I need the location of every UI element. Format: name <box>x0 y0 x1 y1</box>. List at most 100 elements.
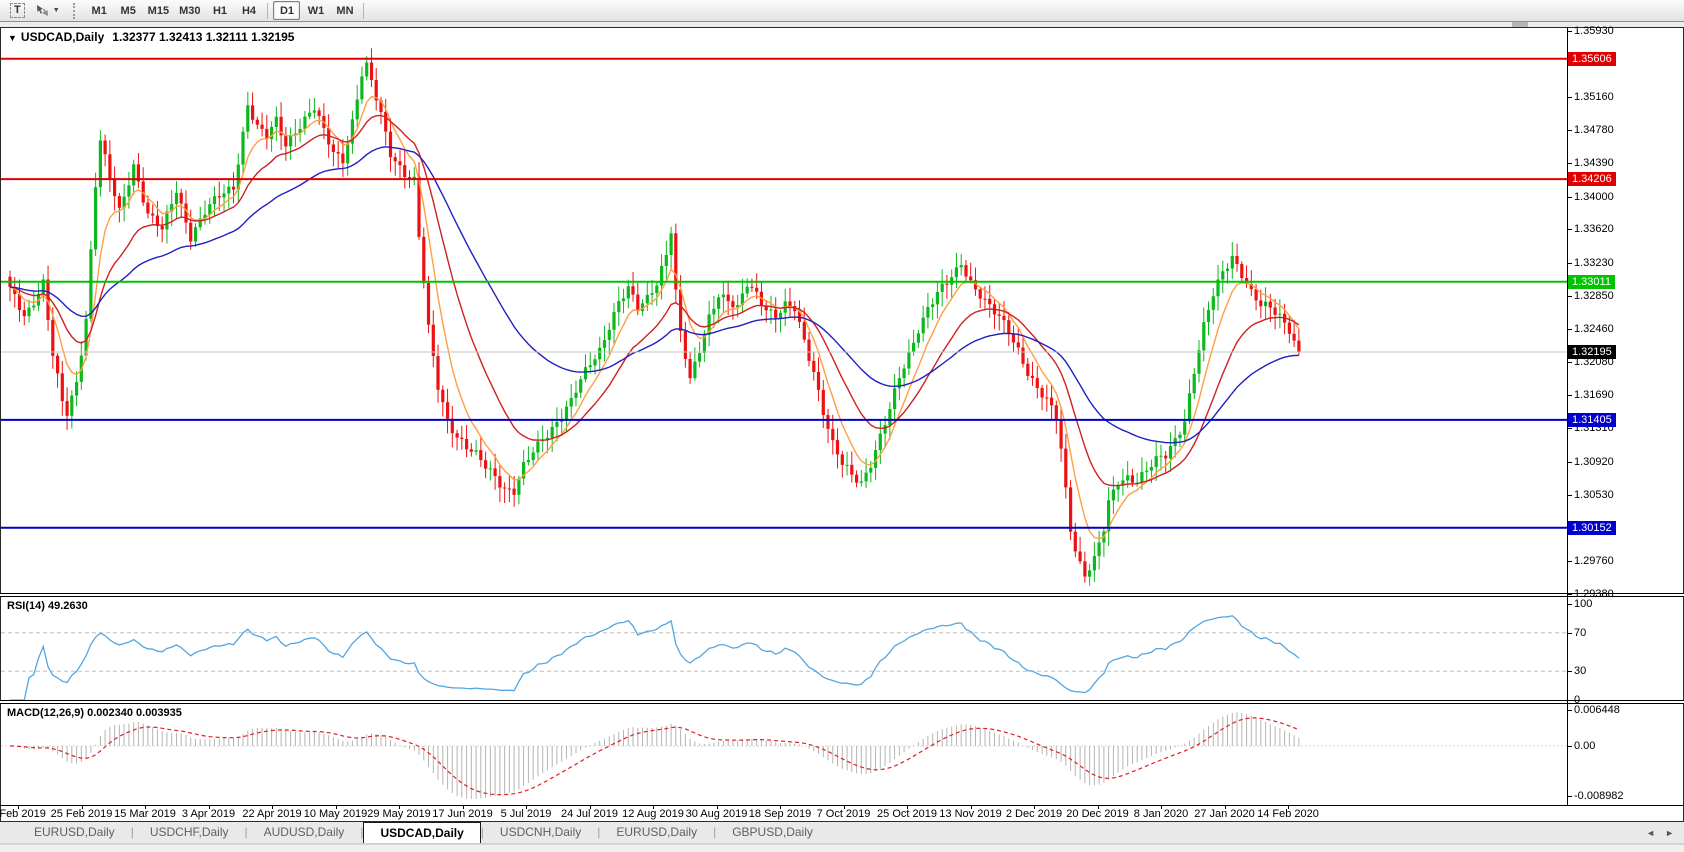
timeframe-w1[interactable]: W1 <box>307 5 325 17</box>
date-axis-tick-mark <box>81 806 83 809</box>
price-axis-tick: 1.30920 <box>1574 455 1614 468</box>
date-axis-label: 3 Apr 2019 <box>181 808 236 820</box>
price-axis-border <box>1567 27 1568 806</box>
chart-tab-gbpusd-6[interactable]: GBPUSD,Daily <box>732 825 813 839</box>
panel-separator[interactable] <box>0 700 1684 704</box>
date-axis-line <box>0 805 1684 806</box>
date-axis-tick-mark <box>18 806 19 809</box>
price-axis-tick-mark <box>1567 561 1572 563</box>
date-axis-label: 29 May 2019 <box>367 808 431 820</box>
price-axis-tick-mark <box>1567 229 1572 231</box>
tab-scroll-buttons: ◄ ► <box>1646 822 1674 844</box>
date-axis-tick-mark <box>589 806 591 809</box>
price-level-tag: 1.30152 <box>1568 520 1616 535</box>
date-axis-tick-mark <box>272 806 273 809</box>
timeframe-m15[interactable]: M15 <box>147 5 170 17</box>
date-axis-tick-mark <box>145 806 146 809</box>
macd-axis-tick-mark <box>1567 795 1572 797</box>
rsi-axis-tick: 70 <box>1574 626 1587 639</box>
date-axis-tick-mark <box>462 806 464 809</box>
rsi-axis-tick-mark <box>1567 671 1572 673</box>
macd-axis-tick-mark <box>1567 710 1572 712</box>
chart-menu-caret-icon[interactable]: ▼ <box>8 33 17 43</box>
rsi-panel-canvas[interactable] <box>1 597 1567 700</box>
text-tool-button[interactable]: T <box>5 1 30 20</box>
timeframe-m5[interactable]: M5 <box>120 5 136 17</box>
macd-axis-tick: -0.008982 <box>1574 789 1624 802</box>
price-axis-tick: 1.30530 <box>1574 489 1614 502</box>
chevron-down-icon: ▼ <box>52 7 60 14</box>
tab-separator: | <box>360 825 364 839</box>
status-strip <box>0 844 1684 852</box>
timeframe-d1[interactable]: D1 <box>273 1 301 20</box>
macd-label: MACD(12,26,9) 0.002340 0.003935 <box>7 707 182 719</box>
price-axis-tick-mark <box>1567 196 1572 198</box>
timeframe-mn[interactable]: MN <box>336 5 354 17</box>
price-axis-tick-mark <box>1567 30 1572 32</box>
macd-axis-tick-mark <box>1567 746 1572 747</box>
chart-tab-usdchf-1[interactable]: USDCHF,Daily <box>149 825 229 839</box>
date-axis-label: 18 Sep 2019 <box>748 808 812 820</box>
timeframe-h4[interactable]: H4 <box>241 5 257 17</box>
tab-scroll-left-icon[interactable]: ◄ <box>1646 828 1656 838</box>
panel-separator[interactable] <box>0 593 1684 597</box>
chart-symbol: USDCAD,Daily <box>20 30 105 44</box>
price-level-tag: 1.31405 <box>1568 412 1616 427</box>
hscrollbar-thumb[interactable] <box>1512 22 1528 27</box>
price-chart-canvas[interactable] <box>1 28 1567 593</box>
price-level-tag: 1.34206 <box>1568 172 1616 187</box>
chart-tab-eurusd-5[interactable]: EURUSD,Daily <box>616 825 698 839</box>
price-axis-tick: 1.32850 <box>1574 289 1614 302</box>
timeframe-h1[interactable]: H1 <box>212 5 228 17</box>
tab-separator: | <box>597 825 601 839</box>
date-axis-tick-mark <box>780 806 781 809</box>
arrows-tool-icon <box>36 4 48 16</box>
price-axis-tick-mark <box>1567 295 1572 297</box>
date-axis-label: 15 Mar 2019 <box>114 808 176 820</box>
tab-scroll-right-icon[interactable]: ► <box>1665 828 1674 838</box>
rsi-axis-tick-mark <box>1567 700 1572 701</box>
chart-tab-usdcad-3[interactable]: USDCAD,Daily <box>363 822 481 843</box>
rsi-axis-tick: 30 <box>1574 665 1587 678</box>
chart-title: ▼ USDCAD,Daily 1.32377 1.32413 1.32111 1.3… <box>8 30 294 44</box>
date-axis-label: 6 Feb 2019 <box>0 808 46 820</box>
timeframe-group: M1 M5 M15 M30 H1 H4 D1 W1 MN <box>85 1 369 20</box>
price-axis-tick: 1.31690 <box>1574 389 1614 402</box>
date-axis-label: 8 Jan 2020 <box>1133 808 1189 820</box>
date-axis-tick-mark <box>399 806 400 809</box>
date-axis-tick-mark <box>1288 806 1289 809</box>
date-axis-tick-mark <box>907 806 908 809</box>
price-level-tag: 1.32195 <box>1568 345 1616 359</box>
macd-axis-tick: 0.00 <box>1574 740 1596 752</box>
price-level-tag: 1.35606 <box>1568 51 1616 66</box>
rsi-label: RSI(14) 49.2630 <box>7 600 88 612</box>
date-axis-tick-mark <box>1097 806 1099 809</box>
price-axis-tick-mark <box>1567 129 1572 131</box>
price-axis-tick: 1.34780 <box>1574 123 1614 136</box>
price-axis-tick: 1.33230 <box>1574 256 1614 269</box>
toolbar-divider <box>267 2 269 19</box>
date-axis-label: 27 Jan 2020 <box>1194 808 1255 820</box>
arrows-tool-button[interactable]: ▼ <box>30 1 65 20</box>
price-axis-tick-mark <box>1567 428 1572 430</box>
chart-hscrollbar[interactable] <box>0 22 1684 27</box>
chart-tab-audusd-2[interactable]: AUDUSD,Daily <box>263 825 345 839</box>
date-axis-label: 25 Oct 2019 <box>877 808 937 820</box>
price-axis-tick: 1.29380 <box>1574 588 1614 601</box>
timeframe-m30[interactable]: M30 <box>179 5 201 17</box>
date-axis-tick-mark <box>970 806 972 809</box>
date-axis-label: 20 Dec 2019 <box>1066 808 1129 820</box>
price-axis-tick: 1.33620 <box>1574 223 1614 236</box>
chart-tab-usdcnh-4[interactable]: USDCNH,Daily <box>499 825 582 839</box>
date-axis-label: 24 Jul 2019 <box>561 808 618 820</box>
date-axis-tick-mark <box>526 806 527 809</box>
date-axis-label: 2 Dec 2019 <box>1005 808 1063 820</box>
chart-tab-eurusd-0[interactable]: EURUSD,Daily <box>34 825 115 839</box>
timeframe-m1[interactable]: M1 <box>91 5 107 17</box>
price-axis-tick-mark <box>1567 97 1572 98</box>
chart-tabs: EURUSD,Daily | USDCHF,Daily | AUDUSD,Daily | U… <box>0 822 829 843</box>
macd-panel-canvas[interactable] <box>1 704 1567 805</box>
toolbar-divider <box>363 2 365 19</box>
price-axis-tick: 1.35930 <box>1574 24 1614 37</box>
date-axis-tick-mark <box>716 806 718 809</box>
